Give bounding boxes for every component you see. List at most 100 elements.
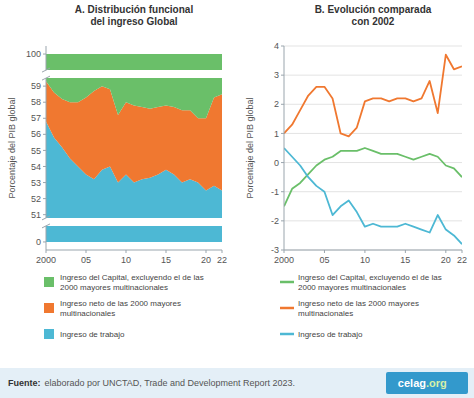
legend-label-line: multinacionales [60, 309, 115, 318]
y-tick-label-line: 4 [274, 41, 279, 51]
y-tick-label-line: 52 [31, 194, 41, 204]
legend-swatch [44, 329, 54, 339]
y-tick-label-line: 57 [31, 113, 41, 123]
grid-line [284, 46, 462, 47]
grid-line [284, 191, 462, 192]
legend-label-line: Ingreso del Capital, excluyendo el de la… [60, 273, 204, 282]
x-tick-label: 10 [121, 255, 131, 265]
x-axis-line [46, 250, 222, 251]
chart-svg: A. Distribución funcionaldel ingreso Glo… [0, 0, 474, 398]
legend-swatch [280, 333, 294, 336]
legend-label-line: Ingreso neto de las 2000 mayores [298, 299, 419, 308]
x-tick-label: 15 [400, 255, 410, 265]
grid-line [284, 133, 462, 134]
x-tick-label-line: 10 [121, 255, 131, 265]
y-axis-line [284, 46, 285, 250]
source-text: elaborado por UNCTAD, Trade and Developm… [45, 378, 295, 388]
line [284, 55, 462, 137]
x-tick-label-line: 15 [400, 255, 410, 265]
y-axis-label-line: Porcentaje del PIB global [245, 97, 255, 198]
y-tick [43, 198, 46, 199]
badge-text-line: .org [426, 377, 447, 389]
x-tick-label-line: 05 [81, 255, 91, 265]
x-tick [126, 250, 127, 253]
y-tick [281, 162, 284, 163]
grid-line [284, 162, 462, 163]
y-tick-label: -1 [271, 187, 279, 197]
x-tick-label-line: 10 [360, 255, 370, 265]
legend-label: Ingreso neto de las 2000 mayoresmultinac… [298, 299, 419, 318]
x-tick-label-line: 2000 [274, 255, 294, 265]
x-tick-label-line: 2000 [36, 255, 56, 265]
x-tick-label: 2000 [274, 255, 294, 265]
y-tick-label-line: 55 [31, 146, 41, 156]
y-tick-label-line: 53 [31, 178, 41, 188]
x-tick-label-line: 15 [161, 255, 171, 265]
x-tick-label: 22 [457, 255, 467, 265]
axis-break [42, 216, 50, 220]
y-tick-label: 57 [31, 113, 41, 123]
y-axis-label: Porcentaje del PIB global [245, 97, 255, 198]
panel: B. Evolución comparadacon 2002 Porcentaje… [245, 4, 467, 339]
marks [284, 55, 462, 244]
line [284, 148, 462, 206]
y-tick-label-line: -2 [271, 216, 279, 226]
legend-swatch [280, 281, 294, 284]
y-tick-label: 2 [274, 99, 279, 109]
badge-text-line: celag [398, 377, 426, 389]
x-tick-label-line: 05 [319, 255, 329, 265]
chart-title-line: A. Distribución funcional [75, 4, 194, 15]
badge [386, 372, 468, 394]
y-tick-label-line: 59 [31, 81, 41, 91]
legend-label-line: 2000 mayores multinacionales [298, 283, 406, 292]
x-tick [445, 250, 446, 253]
x-tick [405, 250, 406, 253]
x-tick [462, 250, 463, 253]
source-text-line: elaborado por UNCTAD, Trade and Developm… [45, 378, 295, 388]
y-tick [281, 220, 284, 221]
x-tick-label: 20 [441, 255, 451, 265]
legend-label-line: Ingreso neto de las 2000 mayores [60, 299, 181, 308]
y-axis-line [46, 78, 47, 218]
y-tick-label: 59 [31, 81, 41, 91]
legend-label: Ingreso neto de las 2000 mayoresmultinac… [60, 299, 181, 318]
x-tick [364, 250, 365, 253]
axis-break [42, 68, 50, 72]
y-tick [281, 46, 284, 47]
y-tick [281, 133, 284, 134]
x-tick-label-line: 22 [217, 255, 227, 265]
grid-line [284, 75, 462, 76]
x-axis-line [284, 250, 462, 251]
y-tick-label: 0 [36, 237, 41, 247]
legend-swatch [44, 303, 54, 313]
y-tick-label: 4 [274, 41, 279, 51]
y-tick-label-line: 56 [31, 129, 41, 139]
legend-swatch [44, 277, 54, 287]
y-tick [43, 241, 46, 242]
x-tick-label: 10 [360, 255, 370, 265]
legend-label: Ingreso de trabajo [298, 330, 363, 339]
axis-break [42, 76, 50, 80]
y-tick-label: 0 [274, 158, 279, 168]
y-axis-label-line: Porcentaje del PIB global [7, 97, 17, 198]
y-tick-label-line: 0 [274, 158, 279, 168]
y-tick-label: 100 [26, 49, 41, 59]
x-tick-label: 2000 [36, 255, 56, 265]
chart-title: B. Evolución comparadacon 2002 [315, 4, 432, 27]
x-tick [86, 250, 87, 253]
line [284, 148, 462, 244]
y-tick-label: -3 [271, 245, 279, 255]
y-tick [281, 75, 284, 76]
y-tick-label-line: 0 [36, 237, 41, 247]
y-tick [43, 182, 46, 183]
x-tick [222, 250, 223, 253]
y-tick-label-line: 51 [31, 210, 41, 220]
badge-text: .org [426, 377, 447, 389]
legend-label: Ingreso del Capital, excluyendo el de la… [298, 273, 442, 292]
x-tick-label: 22 [217, 255, 227, 265]
y-tick [43, 54, 46, 55]
x-tick-label: 05 [81, 255, 91, 265]
area [46, 54, 222, 118]
y-tick-label: -2 [271, 216, 279, 226]
y-tick [281, 104, 284, 105]
